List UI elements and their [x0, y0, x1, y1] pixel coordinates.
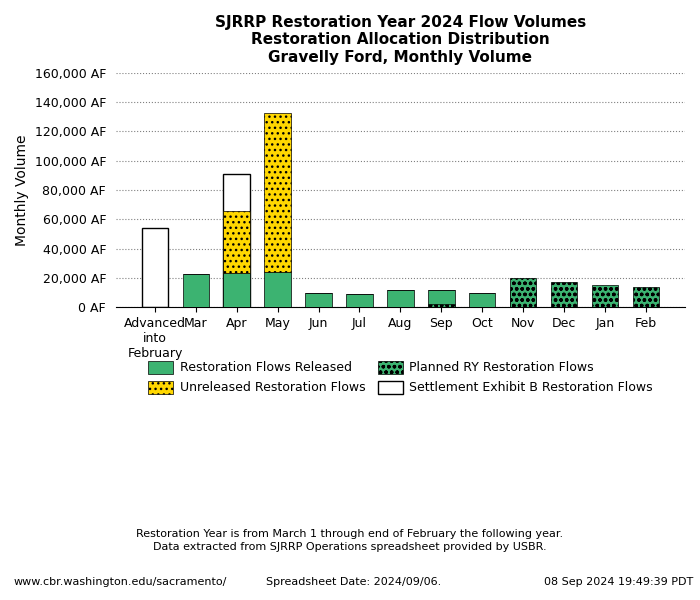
Bar: [387, 290, 414, 307]
Y-axis label: Monthly Volume: Monthly Volume: [15, 134, 29, 246]
Text: Spreadsheet Date: 2024/09/06.: Spreadsheet Date: 2024/09/06.: [266, 577, 441, 587]
Bar: [305, 293, 332, 307]
Bar: [510, 278, 536, 307]
Bar: [223, 273, 250, 307]
Bar: [141, 228, 168, 307]
Bar: [428, 304, 454, 307]
Text: Data extracted from SJRRP Operations spreadsheet provided by USBR.: Data extracted from SJRRP Operations spr…: [153, 542, 547, 552]
Bar: [510, 290, 536, 307]
Bar: [592, 284, 618, 307]
Title: SJRRP Restoration Year 2024 Flow Volumes
Restoration Allocation Distribution
Gra: SJRRP Restoration Year 2024 Flow Volumes…: [215, 15, 586, 65]
Bar: [223, 174, 250, 307]
Text: Restoration Year is from March 1 through end of February the following year.: Restoration Year is from March 1 through…: [136, 529, 564, 539]
Text: 08 Sep 2024 19:49:39 PDT: 08 Sep 2024 19:49:39 PDT: [544, 577, 693, 587]
Legend: Restoration Flows Released, Unreleased Restoration Flows, Planned RY Restoration: Restoration Flows Released, Unreleased R…: [144, 356, 657, 400]
Bar: [265, 272, 291, 307]
Bar: [223, 211, 250, 273]
Bar: [346, 294, 373, 307]
Bar: [633, 287, 659, 307]
Text: www.cbr.washington.edu/sacramento/: www.cbr.washington.edu/sacramento/: [14, 577, 228, 587]
Bar: [428, 290, 454, 307]
Bar: [551, 283, 577, 307]
Bar: [469, 293, 496, 307]
Bar: [265, 113, 291, 272]
Bar: [183, 274, 209, 307]
